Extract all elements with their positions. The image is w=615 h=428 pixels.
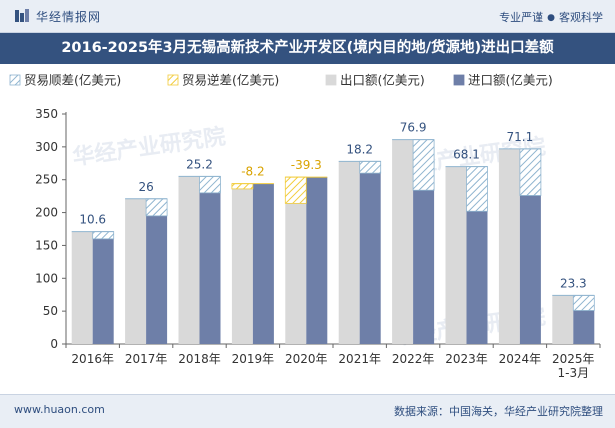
balance-data-label: 71.1 [507,130,534,144]
deficit-hatch [284,176,307,204]
y-tick-label: 300 [35,140,58,154]
y-tick-label: 250 [35,173,58,187]
export-bar [498,148,520,344]
data-labels: 10.6 26 25.2 -8.2 -39.3 18.2 76.9 68.1 71.1 23.3 [79,121,586,291]
x-tick-label: 2023年 [445,352,488,366]
import-bar [146,215,168,344]
y-tick-label: 350 [35,107,58,121]
export-bar [445,166,467,344]
surplus-hatch [92,231,115,240]
export-bar [392,139,414,344]
x-tick-label: 2022年 [392,352,435,366]
x-tick-label: 2024年 [499,352,542,366]
logo-text: 华经情报网 [36,9,102,24]
bars [71,139,595,344]
export-bar [552,295,574,344]
legend-label-export: 出口额(亿美元) [340,73,425,88]
x-tick-label: 2017年 [125,352,168,366]
balance-data-label: -39.3 [291,158,322,172]
export-bar [71,231,93,344]
slogan: 专业严谨 ● 客观科学 [499,9,603,25]
y-tick-label: 150 [35,238,58,252]
import-bar [92,238,114,344]
legend-swatch-surplus [9,74,21,86]
chart-title: 2016-2025年3月无锡高新技术产业开发区(境内目的地/货源地)进出口差额 [0,33,615,64]
slogan-left: 专业严谨 [499,11,544,24]
x-tick-label: 2018年 [178,352,221,366]
footer-source: 数据来源：中国海关，华经产业研究院整理 [394,405,603,418]
x-tick-label: 1-3月 [557,366,589,380]
slogan-right: 客观科学 [559,11,603,24]
y-tick-label: 100 [35,271,58,285]
surplus-hatch [466,166,488,212]
balance-data-label: 25.2 [186,157,213,171]
import-bar [359,173,381,344]
legend-swatch-deficit [167,74,179,86]
footer-url[interactable]: www.huaon.com [14,403,105,416]
export-bar [338,161,360,344]
footer: www.huaon.com 数据来源：中国海关，华经产业研究院整理 [0,394,615,428]
legend: 贸易顺差(亿美元) 贸易逆差(亿美元) 出口额(亿美元) 进口额(亿美元) [9,73,553,88]
y-tick-label: 50 [43,304,58,318]
legend-label-surplus: 贸易顺差(亿美元) [24,73,121,88]
surplus-hatch [572,294,595,311]
import-bar [466,211,488,344]
legend-label-import: 进口额(亿美元) [468,73,553,88]
surplus-hatch [519,148,542,196]
x-tick-label: 2016年 [71,352,114,366]
y-tick-label: 200 [35,206,58,220]
import-bar [573,310,595,344]
import-bar [199,192,221,344]
export-bar [178,176,200,344]
surplus-hatch [145,198,168,217]
logo: 华经情报网 [14,8,101,24]
legend-swatch-export [325,74,337,86]
balance-data-label: 18.2 [346,142,373,156]
x-tick-label: 2021年 [338,352,381,366]
surplus-hatch [359,160,382,174]
x-tick-label: 2020年 [285,352,328,366]
balance-data-label: 10.6 [79,213,106,227]
balance-data-label: 68.1 [453,148,480,162]
logo-icon [15,9,29,22]
deficit-hatch [231,183,254,190]
import-bar [413,190,435,344]
import-bar [252,183,274,344]
balance-data-label: -8.2 [241,165,264,179]
import-bar [306,177,328,344]
y-tick-label: 0 [50,337,58,351]
x-tick-label: 2025年 [552,352,595,366]
balance-data-label: 23.3 [560,276,587,290]
export-bar [231,188,253,344]
chart: 华经产业研究院华经产业研究院华经产业研究院 贸易顺差(亿美元)贸易逆差(亿美元)… [9,73,601,380]
dot-icon: ● [547,13,555,23]
top-bar: 华经情报网 专业严谨 ● 客观科学 [0,0,615,33]
legend-swatch-import [453,74,465,86]
surplus-hatch [199,176,221,194]
surplus-hatch [412,139,435,191]
export-bar [285,203,307,344]
balance-data-label: 26 [138,180,153,194]
x-tick-label: 2019年 [232,352,275,366]
legend-label-deficit: 贸易逆差(亿美元) [182,73,279,88]
import-bar [519,195,541,344]
export-bar [125,198,147,344]
balance-data-label: 76.9 [400,121,427,135]
